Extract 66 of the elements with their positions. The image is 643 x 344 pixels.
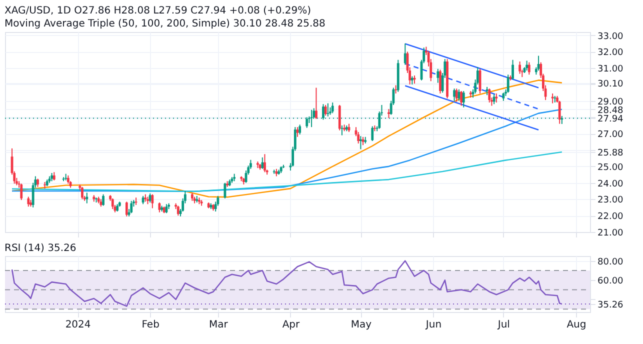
candlestick — [151, 194, 154, 209]
y-tick-label: 25.88 — [598, 148, 624, 158]
candlestick — [506, 74, 510, 94]
candlestick — [125, 201, 128, 217]
chart-subtitle: Moving Average Triple (50, 100, 200, Simple) 30.10 28.48 25.88 — [4, 18, 326, 30]
line-series — [11, 151, 563, 192]
candlestick — [455, 88, 458, 102]
candlestick — [326, 102, 330, 117]
candlestick — [460, 90, 462, 106]
x-tick-label: Feb — [142, 320, 160, 330]
y-tick-label: 24.00 — [598, 179, 624, 190]
candlestick — [439, 69, 442, 94]
candlestick — [176, 205, 180, 216]
candlestick — [518, 61, 521, 74]
candlestick — [298, 124, 302, 135]
y-tick-label: 60.00 — [598, 276, 624, 287]
x-tick-label: Jul — [496, 320, 510, 330]
y-tick-label: 35.26 — [598, 300, 624, 311]
candlestick — [111, 198, 114, 210]
y-tick-label: 31.00 — [598, 64, 624, 75]
candlestick — [81, 186, 84, 200]
x-tick-label: May — [350, 320, 372, 330]
candlestick — [526, 60, 528, 72]
candlestick — [261, 156, 264, 170]
candlestick — [296, 126, 299, 138]
y-tick-label: 28.48 — [598, 106, 624, 116]
chart-title: RSI (14) 35.26 — [4, 243, 76, 254]
candlestick — [331, 102, 334, 114]
y-tick-label: 22.00 — [598, 212, 624, 222]
candlestick — [388, 108, 390, 119]
y-tick-label: 27.00 — [598, 130, 624, 140]
x-tick-label: Jun — [424, 320, 442, 330]
y-tick-label: 30.10 — [598, 79, 624, 90]
candlestick — [130, 200, 133, 214]
candlestick — [453, 88, 456, 102]
candlestick — [371, 126, 374, 142]
y-tick-label: 23.00 — [598, 196, 624, 206]
candlestick — [488, 88, 491, 103]
y-tick-label: 32.00 — [598, 48, 624, 58]
y-tick-label: 29.00 — [598, 97, 624, 108]
candlestick — [558, 100, 561, 124]
candlestick — [27, 196, 30, 208]
candlestick — [338, 104, 341, 131]
candlestick — [264, 154, 266, 173]
candlestick — [462, 90, 465, 108]
y-tick-label: 21.00 — [598, 228, 624, 238]
y-tick-label: 80.00 — [598, 257, 624, 268]
y-tick-label: 25.00 — [598, 162, 624, 173]
candlestick — [528, 62, 530, 76]
candlestick — [102, 194, 104, 206]
x-tick-label: Mar — [209, 320, 229, 330]
y-tick-label: 27.94 — [598, 114, 624, 125]
candlestick — [404, 42, 406, 66]
candlestick — [512, 59, 514, 80]
x-tick-label: Apr — [282, 320, 301, 330]
x-tick-label: 2024 — [65, 320, 91, 330]
candlestick — [359, 136, 362, 150]
chart-title: XAG/USD, 1D O27.86 H28.08 L27.59 C27.94 +0.08 (+0.29%) — [4, 5, 312, 16]
candlestick — [436, 68, 440, 84]
candlestick — [495, 92, 498, 103]
candlestick — [324, 104, 327, 116]
x-tick-label: Aug — [566, 320, 586, 330]
candlestick — [20, 183, 23, 201]
y-tick-label: 33.00 — [598, 32, 624, 42]
candlestick — [315, 87, 318, 120]
candlestick — [158, 202, 161, 213]
